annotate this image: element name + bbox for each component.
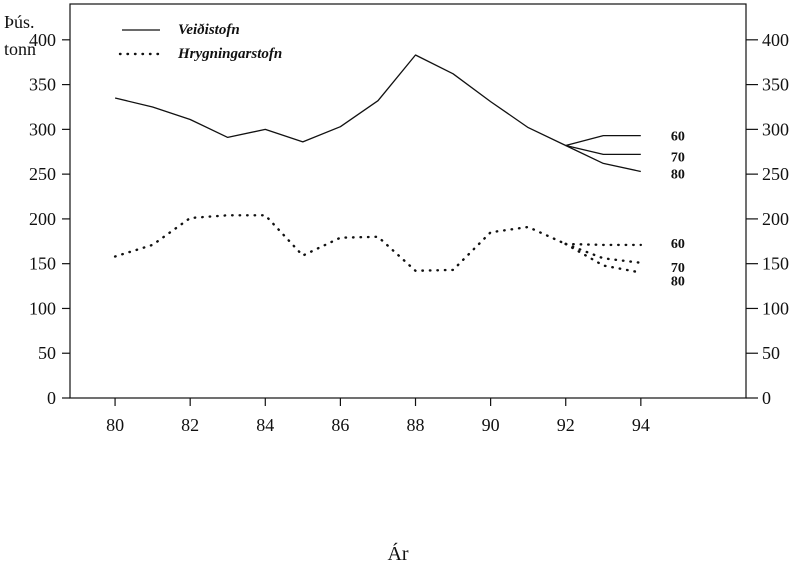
right-y-tick-label-350: 350	[762, 75, 789, 95]
x-tick-label-80: 80	[106, 415, 124, 435]
x-tick-label-86: 86	[331, 415, 349, 435]
x-tick-label-90: 90	[482, 415, 500, 435]
x-tick-label-92: 92	[557, 415, 575, 435]
right-y-tick-label-50: 50	[762, 343, 780, 363]
series-line-1	[115, 215, 566, 270]
y-tick-label-100: 100	[29, 298, 56, 318]
projection-label-dotted-80: 80	[671, 275, 685, 290]
y-tick-label-200: 200	[29, 209, 56, 229]
y-tick-label-350: 350	[29, 75, 56, 95]
series-group	[115, 55, 641, 273]
x-tick-label-84: 84	[256, 415, 274, 435]
projection-line-solid-70	[566, 146, 641, 155]
y-tick-label-50: 50	[38, 343, 56, 363]
y-tick-label-0: 0	[47, 388, 56, 408]
series-line-0	[115, 55, 566, 146]
projection-line-solid-80	[566, 146, 641, 172]
y-tick-label-300: 300	[29, 119, 56, 139]
legend: Veiðistofn Hrygningarstofn	[120, 22, 282, 62]
legend-label-veidistofn: Veiðistofn	[178, 22, 240, 38]
right-y-tick-label-200: 200	[762, 209, 789, 229]
projection-label-dotted-60: 60	[671, 237, 685, 252]
plot-frame	[70, 4, 746, 398]
projection-label-dotted-70: 70	[671, 261, 685, 276]
projection-line-dotted-70	[566, 244, 641, 263]
x-tick-label-94: 94	[632, 415, 650, 435]
y-tick-label-400: 400	[29, 30, 56, 50]
right-y-tick-label-300: 300	[762, 119, 789, 139]
x-tick-label-82: 82	[181, 415, 199, 435]
right-y-tick-label-0: 0	[762, 388, 771, 408]
right-y-tick-label-250: 250	[762, 164, 789, 184]
legend-label-hrygningarstofn: Hrygningarstofn	[177, 46, 282, 62]
axes: 80 82 84 86 88 90 92 94 0 50 100 150 200 250 300 350 400…	[29, 30, 789, 435]
y-tick-label-250: 250	[29, 164, 56, 184]
right-y-tick-label-150: 150	[762, 254, 789, 274]
projection-line-dotted-60	[566, 244, 641, 245]
x-axis-label: Ár	[387, 542, 408, 565]
projection-line-solid-60	[566, 136, 641, 146]
y-tick-label-150: 150	[29, 254, 56, 274]
right-y-tick-label-100: 100	[762, 298, 789, 318]
projection-line-dotted-80	[566, 244, 641, 273]
projection-label-solid-60: 60	[671, 130, 685, 145]
x-tick-label-88: 88	[407, 415, 425, 435]
projection-label-solid-70: 70	[671, 150, 685, 165]
right-y-tick-label-400: 400	[762, 30, 789, 50]
projection-label-solid-80: 80	[671, 167, 685, 182]
